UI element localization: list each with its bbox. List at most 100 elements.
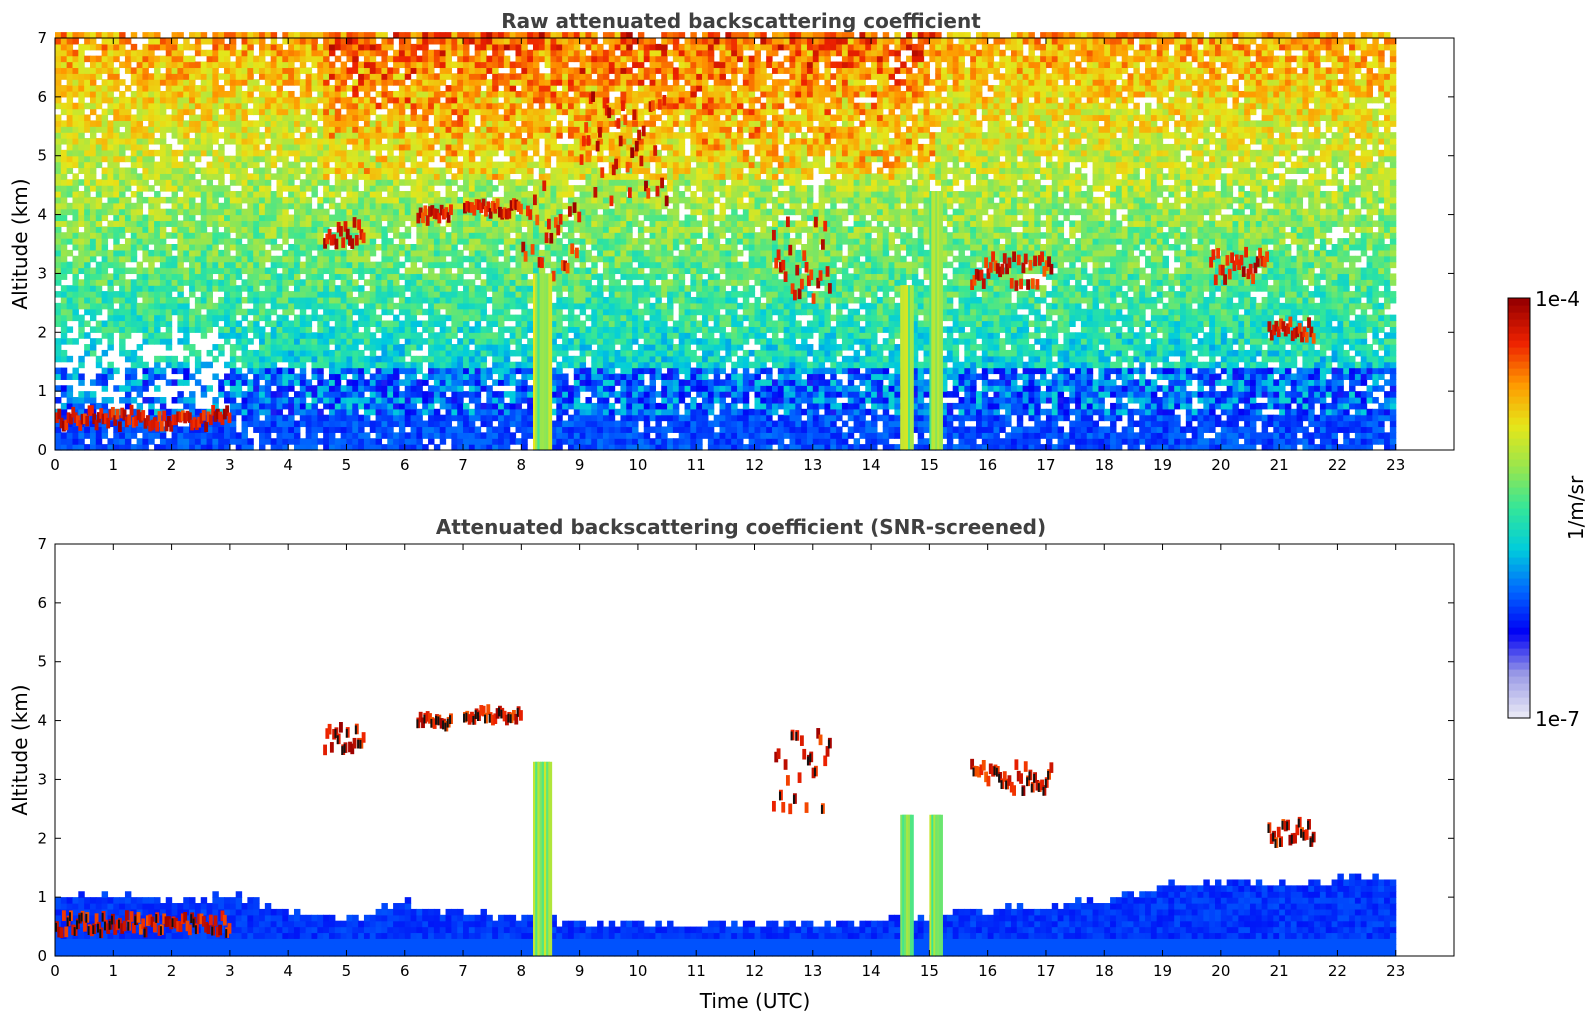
heatmap-cell — [468, 349, 476, 357]
heatmap-cell — [521, 279, 528, 286]
heatmap-cell — [218, 432, 225, 439]
heatmap-cell — [130, 232, 138, 239]
heatmap-cell — [346, 273, 353, 280]
heatmap-cell — [369, 73, 377, 80]
heatmap-cell — [101, 61, 109, 69]
heatmap-cell — [451, 149, 458, 157]
heatmap-cell — [148, 32, 155, 39]
heatmap-cell — [206, 96, 213, 104]
heatmap-cell — [521, 32, 528, 39]
heatmap-cell — [159, 302, 167, 310]
heatmap-cell — [492, 444, 499, 451]
heatmap-cell — [142, 338, 149, 345]
heatmap-cell — [177, 49, 184, 57]
heatmap-cell — [293, 261, 301, 269]
heatmap-cell — [369, 161, 377, 169]
heatmap-cell — [457, 120, 464, 127]
heatmap-cell — [433, 173, 441, 180]
heatmap-cell — [89, 132, 97, 139]
heatmap-cell — [433, 32, 441, 39]
heatmap-cell — [416, 149, 423, 157]
heatmap-cell — [60, 402, 68, 410]
heatmap-cell — [480, 344, 487, 351]
heatmap-cell — [148, 373, 155, 380]
heatmap-cell — [194, 85, 202, 92]
heatmap-cell — [159, 38, 167, 45]
heatmap-cell — [113, 320, 120, 327]
heatmap-cell — [375, 338, 383, 345]
heatmap-cell — [264, 279, 272, 286]
heatmap-cell — [404, 285, 412, 292]
heatmap-cell — [124, 349, 132, 357]
heatmap-cell — [206, 132, 213, 139]
heatmap-cell — [113, 308, 120, 316]
heatmap-cell — [527, 367, 534, 375]
heatmap-cell — [171, 355, 179, 363]
heatmap-cell — [142, 126, 149, 133]
heatmap-cell — [311, 191, 318, 198]
heatmap-cell — [66, 138, 74, 145]
heatmap-cell — [305, 67, 313, 74]
heatmap-cell — [439, 426, 447, 433]
heatmap-cell — [119, 202, 126, 210]
heatmap-cell — [451, 432, 458, 439]
heatmap-cell — [492, 255, 499, 263]
heatmap-cell — [95, 232, 103, 239]
heatmap-cell — [293, 244, 301, 251]
heatmap-cell — [270, 32, 278, 39]
heatmap-cell — [334, 202, 342, 210]
heatmap-cell — [189, 279, 196, 286]
heatmap-cell — [136, 344, 144, 351]
heatmap-cell — [95, 326, 103, 333]
heatmap-cell — [317, 291, 324, 298]
heatmap-cell — [416, 232, 423, 239]
heatmap-cell — [387, 432, 394, 439]
heatmap-cell — [422, 391, 429, 398]
heatmap-cell — [445, 308, 452, 316]
heatmap-cell — [445, 326, 452, 333]
heatmap-cell — [89, 185, 97, 192]
heatmap-cell — [212, 226, 219, 233]
heatmap-cell — [206, 73, 213, 80]
heatmap-cell — [293, 355, 301, 363]
heatmap-cell — [259, 296, 266, 304]
heatmap-cell — [159, 73, 167, 80]
heatmap-cell — [305, 79, 313, 86]
heatmap-cell — [148, 402, 155, 410]
heatmap-cell — [270, 161, 278, 169]
heatmap-cell — [404, 402, 412, 410]
heatmap-cell — [428, 267, 435, 275]
heatmap-cell — [282, 438, 289, 445]
heatmap-cell — [305, 379, 313, 386]
heatmap-cell — [293, 226, 301, 233]
heatmap-cell — [410, 261, 418, 269]
heatmap-cell — [311, 397, 318, 404]
heatmap-cell — [235, 196, 243, 204]
heatmap-cell — [171, 32, 179, 39]
heatmap-cell — [463, 444, 470, 451]
heatmap-cell — [375, 214, 383, 222]
heatmap-cell — [439, 373, 447, 380]
heatmap-cell — [521, 355, 528, 363]
heatmap-cell — [270, 332, 278, 339]
heatmap-cell — [60, 408, 68, 416]
heatmap-cell — [527, 96, 534, 104]
heatmap-cell — [293, 143, 301, 151]
heatmap-cell — [527, 114, 534, 121]
heatmap-cell — [218, 191, 225, 198]
heatmap-cell — [78, 291, 85, 298]
heatmap-cell — [468, 373, 476, 380]
heatmap-cell — [282, 155, 289, 163]
heatmap-cell — [410, 244, 418, 251]
heatmap-cell — [311, 296, 318, 304]
heatmap-cell — [288, 161, 295, 169]
heatmap-cell — [177, 432, 184, 439]
heatmap-cell — [305, 391, 313, 398]
heatmap-cell — [171, 444, 179, 451]
heatmap-cell — [299, 185, 307, 192]
heatmap-cell — [328, 249, 336, 257]
heatmap-cell — [159, 149, 167, 157]
heatmap-cell — [270, 402, 278, 410]
heatmap-cell — [89, 167, 97, 174]
heatmap-cell — [159, 179, 167, 186]
